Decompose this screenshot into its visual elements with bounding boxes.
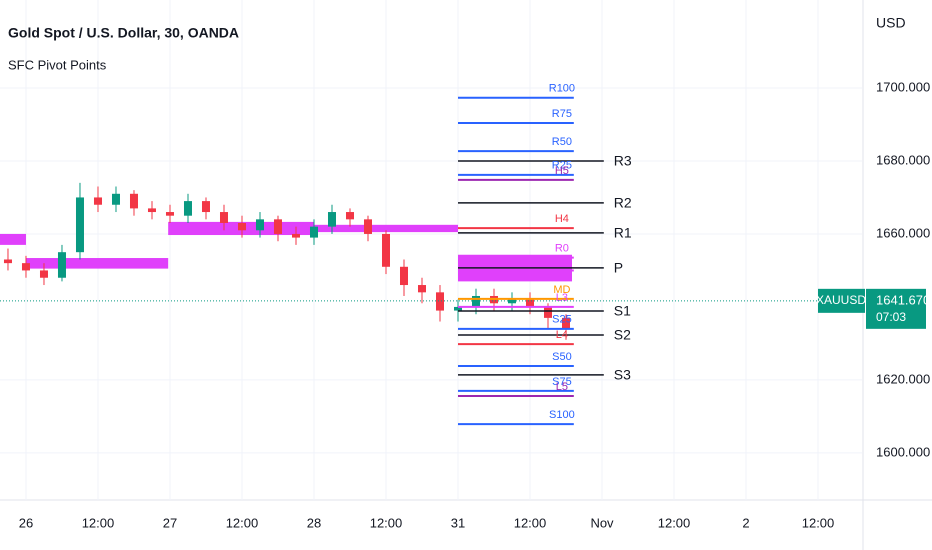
pivot-label: L4 xyxy=(556,329,568,341)
x-tick-label: 27 xyxy=(163,515,177,530)
candle-body xyxy=(363,219,372,234)
symbol-label: XAUUSD xyxy=(816,293,866,307)
pivot-label: MD xyxy=(553,284,570,296)
pivot-label: S100 xyxy=(549,409,575,421)
x-tick-label: 12:00 xyxy=(658,515,691,530)
pivot-label: S3 xyxy=(614,367,631,383)
candle-body xyxy=(454,306,463,311)
pivot-label: R25 xyxy=(552,160,572,172)
indicator-name: SFC Pivot Points xyxy=(8,57,107,72)
currency-label: USD xyxy=(876,15,906,31)
candle-body xyxy=(526,299,535,307)
candle-body xyxy=(291,233,300,238)
x-tick-label: 12:00 xyxy=(370,515,403,530)
candle-body xyxy=(345,212,354,220)
x-tick-label: 12:00 xyxy=(226,515,259,530)
candle-body xyxy=(237,222,246,231)
candle-body xyxy=(399,266,408,286)
pivot-label: S2 xyxy=(614,327,631,343)
candle-body xyxy=(381,233,390,267)
candle-body xyxy=(508,299,517,304)
chart-title: Gold Spot / U.S. Dollar, 30, OANDA xyxy=(8,25,239,41)
pivot-label: R3 xyxy=(614,153,632,169)
candle-body xyxy=(544,306,553,318)
candle-body xyxy=(75,197,84,253)
y-tick-label: 1660.000 xyxy=(876,225,930,240)
candle-body xyxy=(472,295,481,307)
pivot-label: H5 xyxy=(555,165,569,177)
candle-body xyxy=(111,193,120,205)
candle-body xyxy=(309,226,318,238)
last-price-label: 1641.670 xyxy=(876,292,930,307)
candle-body xyxy=(39,270,48,278)
candle-body xyxy=(57,252,66,278)
x-tick-label: 12:00 xyxy=(82,515,115,530)
x-tick-label: 12:00 xyxy=(514,515,547,530)
pivot-label: S25 xyxy=(552,314,572,326)
pivot-label: S1 xyxy=(614,303,631,319)
candle-body xyxy=(183,201,192,216)
candle-body xyxy=(562,317,571,329)
pivot-label: H3 xyxy=(555,255,569,267)
pivot-label: R50 xyxy=(552,136,572,148)
pivot-label: L3 xyxy=(556,292,568,304)
pivot-label: R100 xyxy=(549,83,575,95)
candle-body xyxy=(3,259,12,264)
x-tick-label: 26 xyxy=(19,515,33,530)
price-box xyxy=(866,288,926,329)
candle-body xyxy=(165,212,174,216)
candle-body xyxy=(201,201,210,213)
pivot-zone xyxy=(25,258,169,269)
x-tick-label: 31 xyxy=(451,515,465,530)
candle-body xyxy=(129,193,138,209)
y-tick-label: 1600.000 xyxy=(876,444,930,459)
pivot-label: P xyxy=(614,260,623,276)
x-tick-label: Nov xyxy=(590,515,614,530)
symbol-box xyxy=(818,288,865,313)
pivot-zone xyxy=(313,224,459,233)
x-tick-label: 12:00 xyxy=(802,515,835,530)
pivot-label: R1 xyxy=(614,225,632,241)
candle-body xyxy=(255,219,264,231)
pivot-label: R2 xyxy=(614,195,632,211)
candle-body xyxy=(219,212,228,223)
pivot-label: R0 xyxy=(555,243,569,255)
grid xyxy=(0,0,862,500)
candle-body xyxy=(327,212,336,227)
candle-body xyxy=(273,219,282,234)
candle-body xyxy=(93,197,102,205)
pivot-label: H4 xyxy=(555,213,569,225)
pivot-label: S50 xyxy=(552,351,572,363)
countdown-label: 07:03 xyxy=(876,310,906,324)
candle-body xyxy=(147,208,156,213)
pivot-label: L5 xyxy=(556,381,568,393)
candle-body xyxy=(436,292,445,311)
y-tick-label: 1700.000 xyxy=(876,79,930,94)
y-tick-label: 1620.000 xyxy=(876,371,930,386)
pivot-zone xyxy=(0,233,26,245)
x-tick-label: 2 xyxy=(742,515,749,530)
pivot-label: S75 xyxy=(552,376,572,388)
candle-body xyxy=(417,285,426,293)
y-tick-label: 1680.000 xyxy=(876,152,930,167)
pivot-label: R75 xyxy=(552,108,572,120)
x-tick-label: 28 xyxy=(307,515,321,530)
candle-body xyxy=(21,263,30,271)
